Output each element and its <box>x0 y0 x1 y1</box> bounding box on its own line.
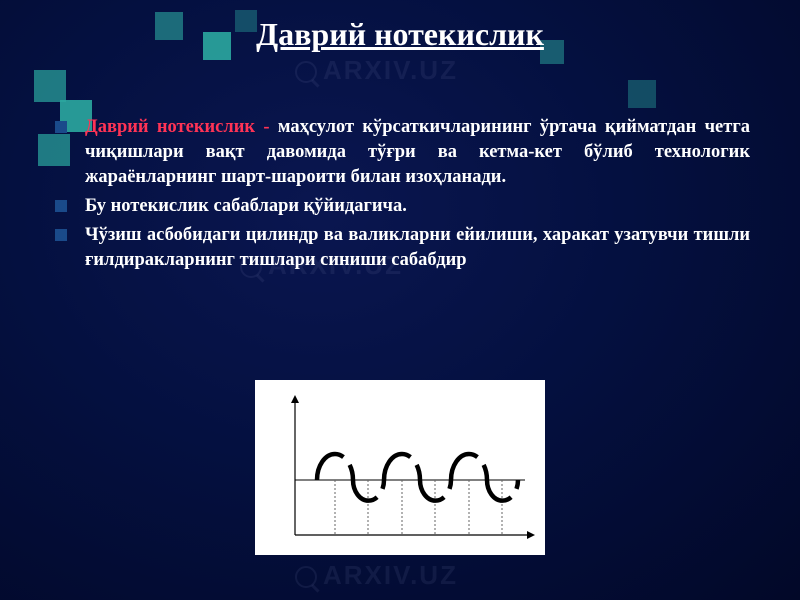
content-area: Даврий нотекислик - маҳсулот кўрсаткичла… <box>85 115 750 277</box>
bullet-marker-icon <box>55 229 67 241</box>
highlight-text: Даврий нотекислик - <box>85 117 278 137</box>
bullet-text: Бу нотекислик сабаблари қўйидагича. <box>85 194 750 219</box>
decoration-square <box>34 70 66 102</box>
watermark: ARXIV.UZ <box>295 560 458 591</box>
watermark: ARXIV.UZ <box>295 55 458 86</box>
wave-arc <box>384 454 420 480</box>
periodic-wave-chart <box>255 380 545 555</box>
bullet-text: Чўзиш асбобидаги цилиндр ва валикларни е… <box>85 223 750 273</box>
chart-svg <box>255 380 545 555</box>
bullet-item: Даврий нотекислик - маҳсулот кўрсаткичла… <box>85 115 750 190</box>
x-axis-arrow-icon <box>527 531 535 539</box>
slide-title: Даврий нотекислик <box>0 16 800 53</box>
slide-background: ARXIV.UZ ARXIV.UZ ARXIV.UZ Даврий нотеки… <box>0 0 800 600</box>
bullet-item: Чўзиш асбобидаги цилиндр ва валикларни е… <box>85 223 750 273</box>
bullet-item: Бу нотекислик сабаблари қўйидагича. <box>85 194 750 219</box>
decoration-square <box>628 80 656 108</box>
y-axis-arrow-icon <box>291 395 299 403</box>
bullet-marker-icon <box>55 121 67 133</box>
wave-arc <box>317 454 353 480</box>
decoration-square <box>38 134 70 166</box>
bullet-marker-icon <box>55 200 67 212</box>
bullet-text: Даврий нотекислик - маҳсулот кўрсаткичла… <box>85 115 750 190</box>
wave-arc <box>451 454 487 480</box>
